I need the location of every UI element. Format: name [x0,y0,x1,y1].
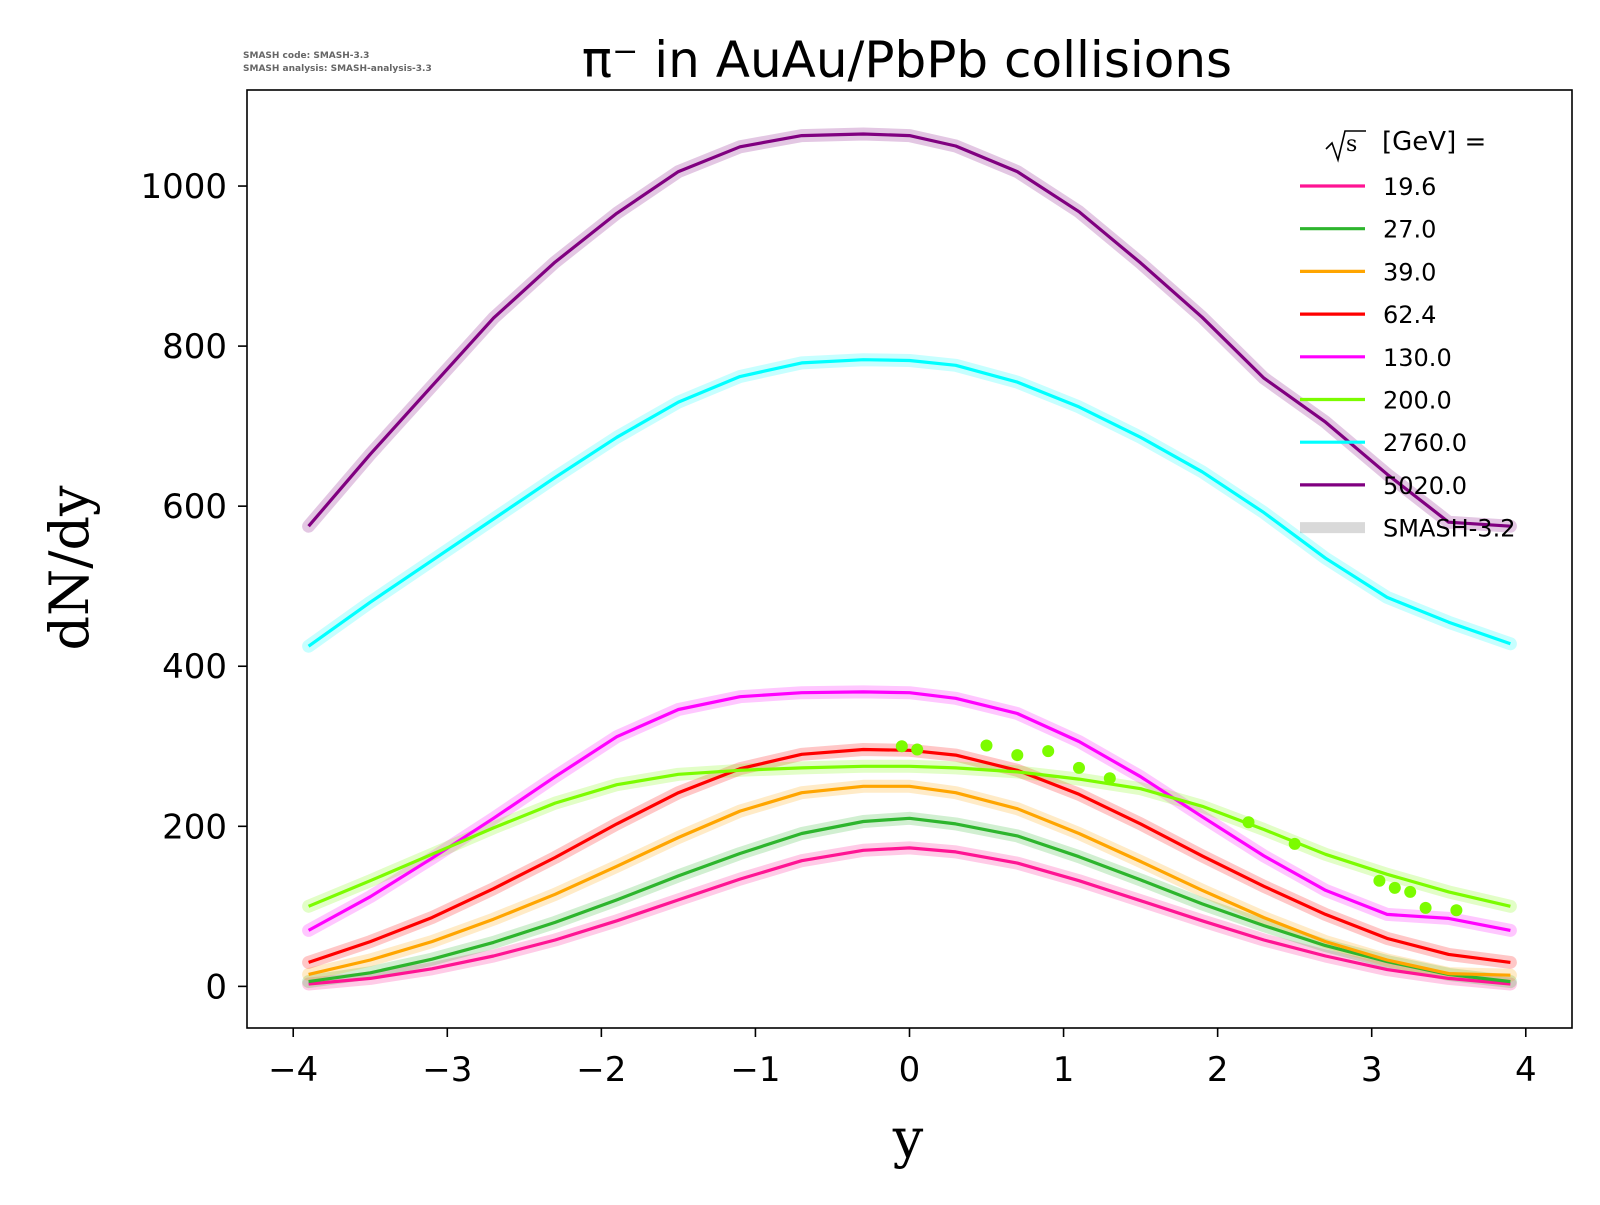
x-tick-label-6: 2 [1207,1050,1229,1090]
legend-title: [GeV] = [1382,127,1486,157]
series-line-4 [307,690,1511,932]
legend-label-6: 2760.0 [1383,429,1467,457]
legend-label-2: 39.0 [1383,258,1436,286]
data-point-7 [1242,816,1255,829]
data-point-2 [980,739,993,752]
y-tick-label-2: 400 [162,647,227,687]
meta-line-code: SMASH code: SMASH-3.3 [243,51,369,61]
series-line-2 [308,784,1511,977]
reference-band-6 [302,353,1517,653]
series-line-6 [307,358,1511,648]
y-tick-label-4: 800 [162,327,227,367]
x-tick-label-0: −4 [268,1050,318,1090]
y-tick-label-3: 600 [162,487,227,527]
x-tick-label-7: 3 [1361,1050,1383,1090]
x-tick-label-1: −3 [422,1050,472,1090]
data-point-1 [911,743,924,756]
series-line-0 [308,846,1511,986]
data-point-0 [895,740,908,753]
legend-label-4: 130.0 [1383,344,1452,372]
legend-label-3: 62.4 [1383,301,1436,329]
data-point-4 [1042,745,1055,758]
x-tick-label-5: 1 [1053,1050,1075,1090]
data-point-8 [1288,837,1301,850]
legend-sqrt-symbol [1325,130,1366,163]
data-point-10 [1388,881,1401,894]
data-point-5 [1073,761,1085,774]
y-axis: 0 200 400 600 800 1000 [140,167,247,1007]
y-tick-label-5: 1000 [140,167,227,207]
data-point-9 [1373,874,1386,887]
x-axis-label: y [892,1107,924,1170]
legend-label-7: 5020.0 [1383,472,1467,500]
x-tick-label-2: −2 [576,1050,626,1090]
data-point-6 [1103,772,1116,785]
series-line-5 [307,764,1511,908]
x-tick-label-8: 4 [1515,1050,1537,1090]
y-axis-label: dN/dy [38,485,101,651]
series-line-1 [308,816,1511,984]
x-tick-label-3: −1 [730,1050,780,1090]
meta-line-analysis: SMASH analysis: SMASH-analysis-3.3 [243,64,432,74]
legend-label-5: 200.0 [1383,387,1452,415]
x-axis: −4 −3 −2 −1 0 1 2 3 4 [268,1028,1537,1090]
legend: s [GeV] = 19.6 27.0 39.0 62.4 130.0 200.0 2760.0… [1300,127,1515,543]
data-point-3 [1011,749,1024,762]
data-point-11 [1404,885,1417,898]
plot-area [302,127,1517,991]
legend-title-s: s [1346,132,1357,157]
y-tick-label-0: 0 [205,967,227,1007]
legend-label-reference: SMASH-3.2 [1383,515,1515,543]
y-tick-label-1: 200 [162,807,227,847]
data-point-12 [1419,901,1432,914]
x-tick-label-4: 0 [899,1050,921,1090]
series-line-7 [307,132,1511,528]
reference-band-7 [302,127,1517,533]
data-point-13 [1450,904,1463,917]
legend-label-0: 19.6 [1383,173,1436,201]
series-line-3 [308,747,1511,964]
legend-label-1: 27.0 [1383,216,1436,244]
chart-title: π⁻ in AuAu/PbPb collisions [582,31,1232,89]
